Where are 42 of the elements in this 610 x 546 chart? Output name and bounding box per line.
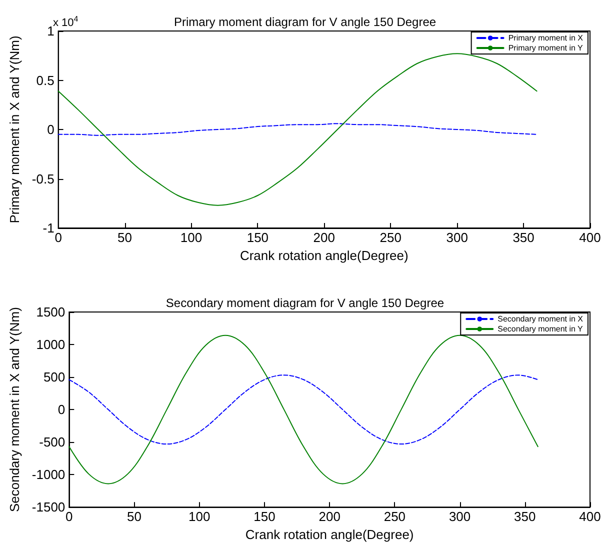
chart-title: Secondary moment diagram for V angle 150 Degree xyxy=(166,296,444,310)
y-tick-label: -1500 xyxy=(32,500,66,515)
line-series xyxy=(58,53,538,206)
x-tick-label: 250 xyxy=(384,509,406,524)
x-tick-label: 100 xyxy=(180,230,202,245)
y-tick-label: 0.5 xyxy=(36,72,54,88)
y-axis-title: Secondary moment in X and Y(Nm) xyxy=(7,307,22,512)
y-tick-label: -0.5 xyxy=(32,171,54,186)
line-series xyxy=(58,123,538,136)
y-tick-label: 0 xyxy=(47,122,54,137)
x-tick-label: 200 xyxy=(313,230,335,245)
x-tick-label: 300 xyxy=(448,509,471,524)
x-tick-label: 250 xyxy=(380,230,402,245)
y-tick-label: 1 xyxy=(47,24,54,38)
x-tick-label: 400 xyxy=(579,509,601,524)
line-series xyxy=(68,374,538,445)
x-tick-label: 350 xyxy=(512,230,534,245)
line-series xyxy=(68,334,538,484)
y-axis-title: Primary moment in X and Y(Nm) xyxy=(7,36,22,224)
x-axis-title: Crank rotation angle(Degree) xyxy=(240,248,408,263)
legend-label: Primary moment in X xyxy=(508,34,584,42)
legend-label: Secondary moment in X xyxy=(498,314,584,324)
legend-label: Primary moment in Y xyxy=(508,44,584,52)
x-axis-title: Crank rotation angle(Degree) xyxy=(245,527,414,542)
legend-label: Secondary moment in Y xyxy=(498,324,584,334)
x-tick-label: 350 xyxy=(514,509,536,524)
x-tick-label: 100 xyxy=(188,509,210,524)
y-tick-label: -500 xyxy=(39,434,66,450)
x-tick-label: 50 xyxy=(118,230,132,245)
y-tick-label: -1000 xyxy=(32,467,66,482)
y-tick-label: 0 xyxy=(58,402,66,418)
x-tick-label: 300 xyxy=(446,230,468,245)
x-tick-label: 200 xyxy=(318,509,340,524)
y-tick-label: 1500 xyxy=(36,304,66,320)
x-tick-label: 400 xyxy=(579,230,601,245)
x-tick-label: 150 xyxy=(246,230,269,245)
y-tick-label: -1 xyxy=(42,220,54,236)
y-tick-label: 1000 xyxy=(36,337,66,352)
chart-title: Primary moment diagram for V angle 150 Degree xyxy=(174,15,436,29)
y-tick-label: 500 xyxy=(43,370,66,385)
x-tick-label: 50 xyxy=(127,509,142,524)
x-tick-label: 150 xyxy=(254,509,276,524)
